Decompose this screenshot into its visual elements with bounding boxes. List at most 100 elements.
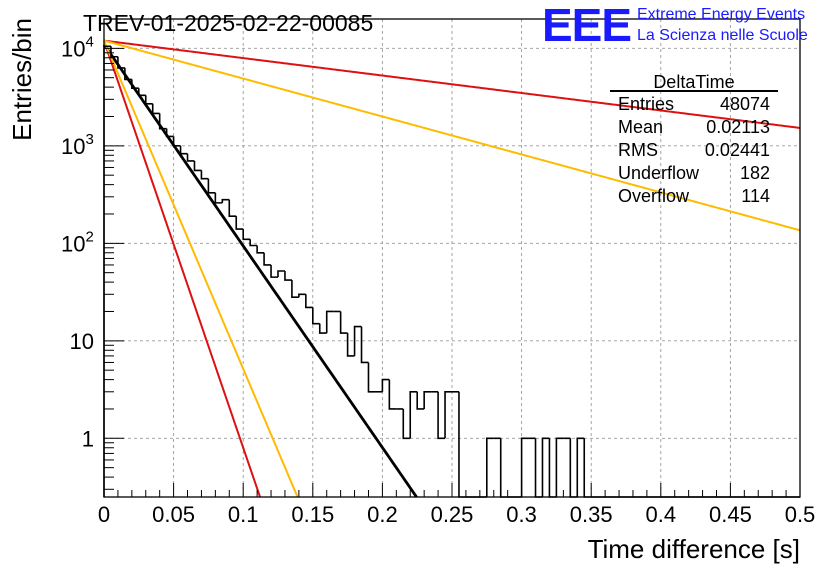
histogram-bin [520, 437, 529, 497]
histogram-bin [256, 245, 265, 254]
histogram-bin [318, 323, 327, 334]
x-tick-label: 0.3 [506, 502, 537, 527]
x-tick-label: 0.2 [367, 502, 398, 527]
histogram-bin [117, 56, 125, 69]
histogram-bin [312, 307, 320, 325]
histogram-bin [339, 311, 348, 334]
x-tick-label: 0.35 [570, 502, 613, 527]
fit-line-layer [102, 39, 801, 498]
x-tick-label: 0.5 [785, 502, 816, 527]
stats-label-rms: RMS [618, 140, 658, 160]
histogram-bin [325, 310, 334, 334]
x-tick-label: 0.4 [646, 502, 677, 527]
histogram-bin [423, 390, 432, 409]
stats-value-underflow: 182 [740, 163, 770, 183]
x-tick-labels: 0 0.05 0.1 0.15 0.2 0.25 0.3 0.35 0.4 0.45 0.5 [98, 502, 815, 527]
histogram-bin [110, 46, 118, 58]
histogram-bin [151, 103, 160, 115]
histogram-bin [144, 95, 153, 105]
histogram-bin [486, 437, 494, 497]
stats-label-mean: Mean [618, 117, 663, 137]
fit-line-4 [103, 39, 801, 232]
histogram-bin [353, 325, 362, 356]
chart-title: TREV-01-2025-02-22-00085 [83, 10, 373, 36]
x-tick-label: 0.45 [709, 502, 752, 527]
logo-line-1: Extreme Energy Events [637, 6, 805, 23]
stats-label-underflow: Underflow [618, 163, 700, 183]
histogram-bin [172, 136, 181, 147]
y-tick-label: 104 [61, 33, 94, 61]
histogram-bin [186, 153, 195, 162]
histogram-bin [305, 294, 313, 309]
histogram-bin [131, 79, 139, 90]
histogram-bin [534, 438, 543, 498]
histogram-bin [437, 391, 446, 440]
histogram-bin [555, 437, 564, 497]
stats-box: DeltaTime Entries 48074 Mean 0.02113 RMS… [610, 72, 778, 206]
fit-line-3 [103, 39, 801, 129]
histogram-bin [367, 362, 376, 393]
y-tick-label: 10 [70, 329, 94, 354]
stats-value-overflow: 114 [741, 186, 770, 206]
histogram-bin [346, 333, 355, 357]
x-tick-label: 0.25 [431, 502, 474, 527]
histogram-bin [576, 437, 585, 497]
grid-layer [104, 19, 800, 497]
logo-letters: EEE [542, 0, 631, 51]
x-axis-title: Time difference [s] [588, 534, 800, 564]
eee-logo: EEE Extreme Energy Events La Scienza nel… [542, 0, 808, 51]
histogram-bin [541, 437, 550, 497]
histogram-bin [249, 239, 258, 247]
histogram-bin [263, 252, 272, 266]
stats-value-entries: 48074 [720, 94, 770, 114]
histogram-bin [235, 216, 244, 230]
x-tick-label: 0 [98, 502, 110, 527]
histogram-bin [583, 438, 592, 498]
logo-line-2: La Scienza nelle Scuole [637, 27, 808, 44]
fit-line-1 [103, 40, 261, 498]
histogram-bin [228, 199, 237, 217]
histogram-bin [402, 408, 411, 440]
histogram-bin [200, 170, 209, 180]
histogram-bin [499, 438, 508, 498]
histogram-bin [277, 270, 285, 278]
histogram-bin [165, 128, 174, 138]
stats-label-entries: Entries [618, 94, 674, 114]
histogram-bin [388, 379, 397, 410]
stats-value-rms: 0.02441 [705, 140, 770, 160]
y-tick-label: 1 [82, 426, 94, 451]
histogram-bin [409, 390, 418, 439]
histogram-bin [284, 271, 292, 281]
histogram-bin [138, 88, 146, 97]
fit-line-2 [103, 40, 299, 498]
histogram-bin [193, 160, 202, 172]
histogram-bin [291, 280, 299, 299]
stats-title: DeltaTime [653, 72, 734, 92]
y-axis-title: Entries/bin [7, 18, 37, 141]
tick-layer [103, 18, 801, 497]
histogram-bin [221, 198, 230, 203]
histogram-bin [298, 293, 306, 298]
histogram-bin [416, 391, 425, 410]
histogram-bin [158, 113, 167, 130]
histogram-bin [270, 264, 278, 278]
histogram-bin [360, 326, 369, 364]
histogram-bin [103, 45, 111, 497]
histogram-bin [381, 378, 390, 392]
histogram-bin [569, 438, 578, 498]
x-tick-label: 0.15 [291, 502, 334, 527]
x-tick-label: 0.05 [152, 502, 195, 527]
y-tick-label: 103 [61, 131, 94, 159]
histogram-bin [444, 390, 452, 439]
x-tick-label: 0.1 [228, 502, 259, 527]
histogram-bin [179, 145, 188, 155]
fit-line-0 [102, 43, 418, 498]
histogram-bin [458, 391, 466, 498]
histogram-bin [242, 229, 251, 241]
histogram-bin [207, 178, 216, 194]
y-tick-label: 102 [61, 228, 94, 256]
stats-label-overflow: Overflow [618, 186, 690, 206]
histogram-bin [214, 192, 223, 204]
